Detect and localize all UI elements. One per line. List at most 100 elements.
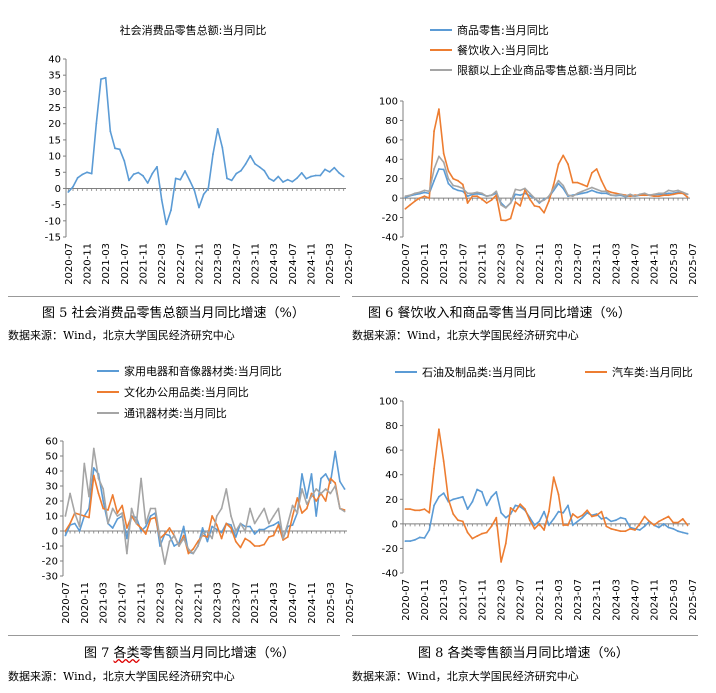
data-point — [206, 536, 209, 538]
series-line-0 — [67, 77, 345, 226]
data-point — [102, 507, 105, 510]
x-tick-label: 2024-07 — [288, 243, 299, 285]
chart-catering-goods: -40 -20 0 20 40 60 80 100 2020-07 2020-11 2021-03 2… — [379, 23, 699, 285]
x-tick-label: 2022-03 — [497, 579, 508, 621]
data-point — [438, 495, 440, 498]
data-point — [154, 507, 157, 510]
data-point — [310, 495, 313, 498]
data-point — [315, 500, 318, 502]
data-point — [615, 519, 617, 522]
data-point — [328, 171, 331, 173]
data-point — [121, 504, 124, 507]
data-point — [514, 504, 517, 507]
data-point — [571, 181, 574, 184]
x-tick-label: 2023-07 — [573, 579, 584, 621]
data-point — [263, 507, 266, 510]
y-tick-label: 60 — [385, 446, 398, 457]
chart-retail-total: 社会消费品零售总额:当月同比 -15 -10 -5 0 5 10 15 20 25 30 35 40 20… — [45, 23, 355, 285]
data-point — [672, 193, 675, 196]
data-point — [201, 533, 204, 535]
data-point — [471, 500, 474, 503]
data-point — [144, 533, 147, 535]
x-tick-label: 2023-07 — [573, 243, 584, 285]
data-point — [586, 511, 589, 514]
data-point — [296, 512, 299, 514]
data-point — [253, 533, 256, 535]
data-point — [182, 537, 185, 540]
data-point — [286, 536, 289, 538]
legend-label: 汽车类:当月同比 — [612, 365, 693, 379]
data-point — [672, 190, 675, 193]
data-point — [528, 198, 531, 201]
data-point — [528, 192, 531, 195]
data-point — [409, 540, 412, 542]
data-point — [476, 195, 478, 198]
data-point — [277, 521, 280, 523]
y-tick-label: -40 — [382, 233, 398, 244]
data-point — [197, 545, 199, 547]
x-tick-label: 2021-03 — [101, 243, 112, 285]
data-point — [343, 488, 346, 490]
data-point — [423, 189, 426, 192]
data-point — [533, 527, 536, 530]
x-tick-label: 2023-11 — [592, 579, 603, 621]
x-tick-label: 2020-11 — [420, 243, 431, 285]
data-point — [485, 531, 488, 534]
data-point — [677, 521, 679, 524]
x-tick-label: 2021-11 — [139, 243, 150, 285]
data-point — [404, 508, 407, 510]
data-point — [519, 205, 522, 207]
data-point — [490, 194, 493, 197]
data-point — [234, 536, 237, 538]
x-tick-label: 2024-03 — [269, 243, 280, 285]
data-point — [433, 504, 435, 507]
data-point — [552, 187, 555, 190]
data-point — [272, 534, 275, 537]
data-point — [301, 488, 303, 490]
data-point — [86, 171, 88, 174]
data-point — [428, 190, 431, 193]
data-point — [159, 545, 161, 547]
data-point — [442, 152, 445, 155]
x-tick-label: 2021-07 — [118, 582, 129, 624]
data-point — [310, 473, 313, 475]
data-point — [404, 207, 407, 210]
data-point — [605, 516, 608, 519]
y-tick-label: 60 — [45, 437, 58, 448]
data-point — [286, 178, 289, 181]
data-point — [111, 507, 114, 510]
data-point — [638, 529, 641, 531]
data-point — [220, 531, 223, 534]
data-point — [557, 179, 560, 182]
data-point — [414, 509, 416, 512]
data-point — [95, 122, 98, 125]
data-point — [681, 531, 684, 534]
data-point — [126, 537, 128, 540]
data-point — [263, 169, 266, 172]
data-point — [135, 522, 138, 525]
data-point — [605, 525, 608, 528]
series-line-0 — [64, 450, 346, 555]
x-tick-label: 2023-03 — [554, 579, 565, 621]
x-tick-label: 2021-11 — [477, 243, 488, 285]
data-point — [173, 534, 176, 537]
y-tick-label: 20 — [385, 174, 398, 185]
y-tick-label: -10 — [42, 542, 58, 553]
data-point — [447, 177, 450, 180]
source-figure-6: 数据来源：Wind，北京大学国民经济研究中心 — [352, 329, 579, 342]
data-point — [447, 498, 450, 501]
data-point — [686, 524, 689, 526]
data-point — [643, 515, 646, 518]
data-point — [653, 193, 655, 196]
data-point — [215, 515, 218, 517]
data-point — [64, 530, 67, 532]
data-point — [78, 530, 81, 532]
data-point — [310, 492, 313, 495]
x-tick-label: 2020-07 — [64, 243, 75, 285]
data-point — [92, 447, 95, 450]
data-point — [168, 527, 171, 529]
data-point — [571, 524, 574, 526]
data-point — [543, 529, 545, 531]
data-point — [179, 178, 182, 181]
data-point — [168, 540, 171, 543]
